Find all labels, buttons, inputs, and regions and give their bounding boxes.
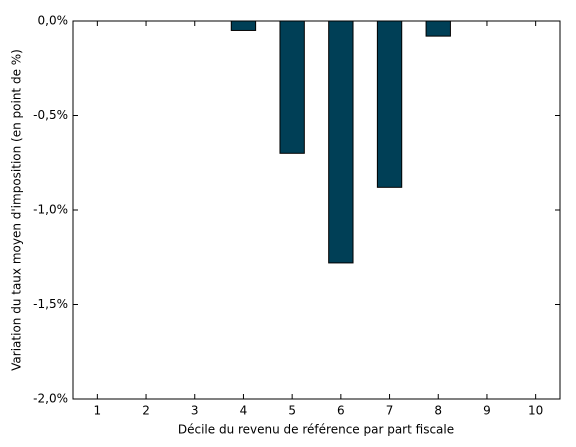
- x-tick-label: 2: [142, 404, 150, 418]
- bar: [376, 20, 403, 188]
- bar: [425, 20, 451, 37]
- x-tick-label: 5: [288, 404, 296, 418]
- x-tick-label: 3: [191, 404, 199, 418]
- x-tick-label: 9: [483, 404, 491, 418]
- bar: [279, 20, 305, 154]
- y-axis-label: Variation du taux moyen d'imposition (en…: [10, 49, 24, 371]
- x-tick-label: 10: [528, 404, 543, 418]
- y-tick-label: 0,0%: [38, 14, 69, 28]
- x-tick-label: 6: [337, 404, 345, 418]
- y-tick-label: -0,5%: [33, 108, 68, 122]
- bar: [230, 20, 257, 31]
- y-tick-label: -1,0%: [33, 203, 68, 217]
- x-tick-label: 7: [386, 404, 394, 418]
- y-tick-label: -2,0%: [33, 392, 68, 406]
- x-tick-label: 4: [240, 404, 248, 418]
- plot-frame: [72, 20, 561, 400]
- y-tick-label: -1,5%: [33, 297, 68, 311]
- x-axis-label: Décile du revenu de référence par part f…: [178, 423, 454, 437]
- x-tick-label: 1: [94, 404, 102, 418]
- x-tick-label: 8: [434, 404, 442, 418]
- bar: [328, 20, 354, 264]
